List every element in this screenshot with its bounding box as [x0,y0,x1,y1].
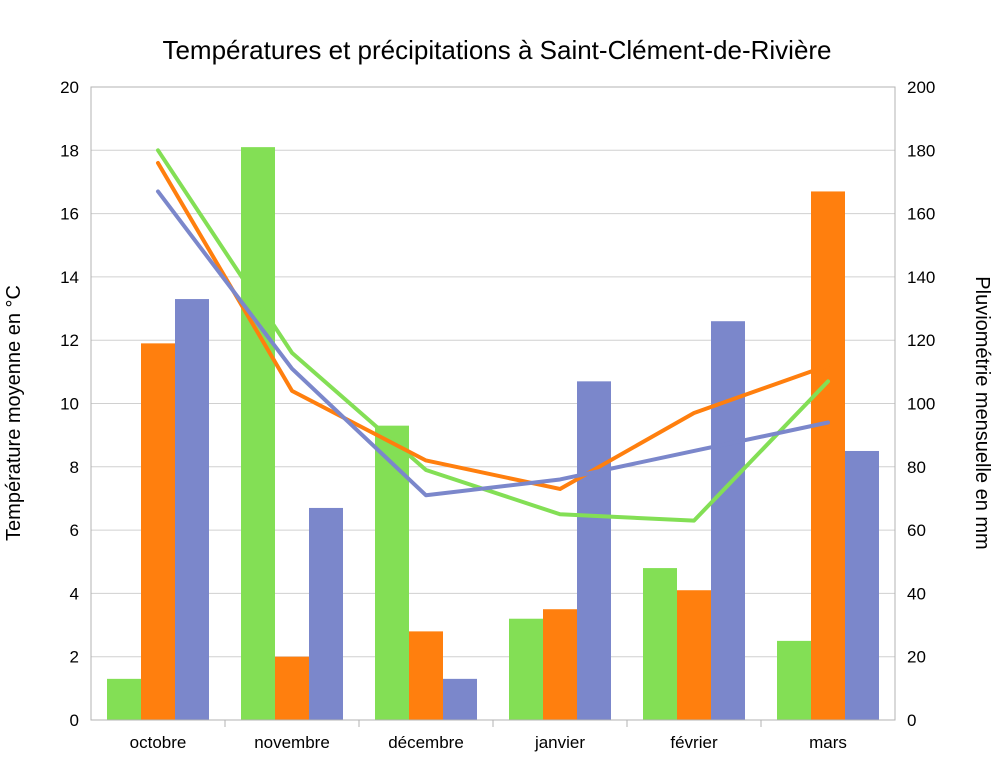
left-tick-label: 4 [70,584,79,603]
bar [241,147,275,720]
series-line [156,160,830,491]
right-tick-label: 200 [907,78,935,97]
bar [777,640,811,720]
right-tick-label: 180 [907,141,935,160]
right-tick-label: 80 [907,458,926,477]
right-tick-label: 100 [907,395,935,414]
lines [156,148,830,523]
bar [409,631,443,720]
right-tick-label: 140 [907,268,935,287]
category-label: décembre [388,733,464,752]
left-tick-label: 20 [60,78,79,97]
left-tick-label: 0 [70,711,79,730]
left-tick-label: 8 [70,458,79,477]
bar [275,656,309,720]
bar [577,381,611,720]
bar [175,299,209,720]
series-line [156,148,830,523]
right-axis-title: Pluviométrie mensuelle en mm [971,276,993,549]
left-tick-label: 16 [60,205,79,224]
bar [107,678,141,720]
category-labels: octobre novembre décembre janvier février mar… [130,720,847,752]
bar [309,507,343,720]
left-tick-label: 18 [60,141,79,160]
chart-title: Températures et précipitations à Saint-C… [162,35,831,65]
right-tick-label: 20 [907,648,926,667]
bar [509,618,543,720]
right-tick-label: 40 [907,584,926,603]
bar [811,191,845,720]
bar [375,425,409,720]
left-tick-label: 14 [60,268,79,287]
category-label: novembre [254,733,330,752]
left-tick-label: 6 [70,521,79,540]
bar [543,609,577,720]
bar [643,568,677,720]
right-tick-label: 160 [907,205,935,224]
category-label: février [670,733,718,752]
bars [107,147,879,720]
bar [711,321,745,720]
left-axis-ticks: 0 2 4 6 8 10 12 14 16 18 20 [60,78,79,730]
right-tick-label: 0 [907,711,916,730]
category-label: mars [809,733,847,752]
left-tick-label: 12 [60,331,79,350]
left-axis-title: Température moyenne en °C [3,285,25,541]
bar [141,343,175,720]
category-label: octobre [130,733,187,752]
bar [845,450,879,720]
category-label: janvier [534,733,585,752]
bar [443,678,477,720]
grid-lines [91,86,895,721]
bar [677,590,711,720]
left-tick-label: 10 [60,395,79,414]
series-line [156,189,830,498]
right-tick-label: 120 [907,331,935,350]
left-tick-label: 2 [70,648,79,667]
right-axis-ticks: 0 20 40 60 80 100 120 140 160 180 200 [907,78,935,730]
right-tick-label: 60 [907,521,926,540]
